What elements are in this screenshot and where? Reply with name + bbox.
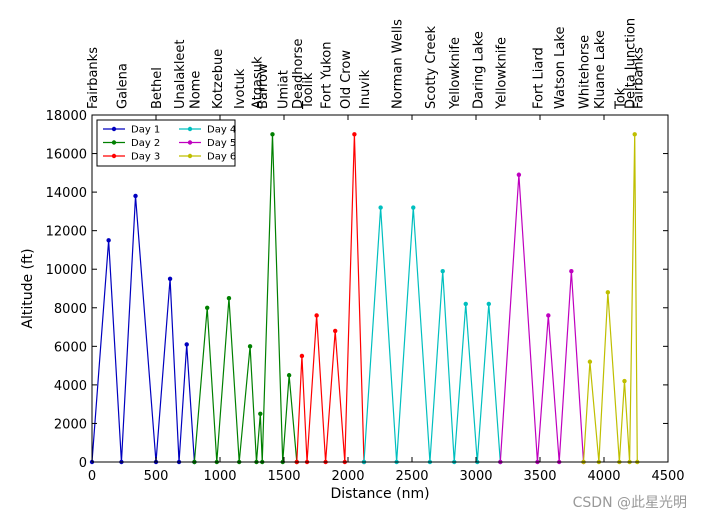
legend: Day 1 Day 2 Day 3 Day 4 Day 5 Day 6 <box>96 119 236 167</box>
y-tick-label: 16000 <box>46 148 87 163</box>
y-axis-label: Altitude (ft) <box>20 248 36 328</box>
y-tick-label: 4000 <box>54 379 87 394</box>
waypoint-label: Nome <box>188 71 203 109</box>
x-tick-label: 2500 <box>395 469 428 484</box>
data-point <box>333 328 338 334</box>
data-point <box>226 295 232 301</box>
waypoint-label: Whitehorse <box>578 35 593 109</box>
waypoint-label: Fort Liard <box>531 47 546 109</box>
waypoint-label: Fairbanks <box>86 47 101 109</box>
x-tick-label: 2000 <box>331 469 364 484</box>
legend-marker <box>187 140 193 145</box>
data-point <box>463 301 468 307</box>
y-tick-label: 2000 <box>54 417 87 432</box>
x-tick-label: 3000 <box>459 469 492 484</box>
watermark: CSDN @此星光明 <box>572 495 687 511</box>
data-point <box>587 359 593 364</box>
waypoint-label: Kotzebue <box>211 49 226 109</box>
x-axis-label: Distance (nm) <box>330 486 429 502</box>
legend-label: Day 6 <box>207 152 236 163</box>
data-point <box>622 378 627 384</box>
waypoint-label: Deadhorse <box>291 38 306 109</box>
x-tick-label: 1000 <box>203 469 236 484</box>
legend-label: Day 2 <box>131 138 160 149</box>
waypoint-label: Inuvik <box>358 69 373 109</box>
data-point <box>258 411 263 417</box>
x-tick-label: 4000 <box>587 469 620 484</box>
data-point <box>546 313 551 318</box>
waypoint-label: Bethel <box>150 67 165 109</box>
series-line-day-6 <box>582 134 638 463</box>
data-point <box>440 268 445 274</box>
data-point <box>299 353 305 359</box>
data-point <box>632 132 637 137</box>
waypoint-label: Yellowknife <box>448 37 463 110</box>
waypoint-label: Daring Lake <box>471 31 486 109</box>
y-tick-label: 10000 <box>46 263 87 278</box>
data-point <box>411 205 416 210</box>
waypoint-label: Kluane Lake <box>593 30 608 109</box>
x-tick-label: 4500 <box>651 469 684 484</box>
data-point <box>133 193 138 199</box>
waypoint-label: Tok <box>613 87 628 110</box>
legend-marker <box>187 153 193 159</box>
x-tick-label: 1500 <box>267 469 300 484</box>
waypoint-label: Ivotuk <box>233 68 248 109</box>
waypoint-label: Old Crow <box>339 50 354 109</box>
legend-label: Day 4 <box>207 125 236 136</box>
y-tick-label: 12000 <box>46 225 87 240</box>
waypoint-label: Umiat <box>277 70 292 109</box>
waypoint-label: Fairbanks <box>631 47 646 109</box>
waypoint-label: Barrow <box>256 63 271 109</box>
x-tick-label: 500 <box>144 469 169 484</box>
waypoint-label: Toolik <box>301 72 316 110</box>
data-point <box>378 205 383 210</box>
waypoint-label: Norman Wells <box>391 19 406 109</box>
data-point <box>247 344 253 349</box>
y-tick-label: 18000 <box>46 109 87 124</box>
y-tick-label: 8000 <box>54 302 87 317</box>
data-point <box>205 305 210 310</box>
data-point <box>270 132 275 137</box>
data-point <box>106 238 111 243</box>
data-point <box>167 276 173 282</box>
series-line-day-5 <box>499 174 585 463</box>
y-tick-label: 0 <box>79 456 87 471</box>
data-point <box>352 132 357 137</box>
data-point <box>286 373 292 378</box>
series-line-day-3 <box>296 134 365 463</box>
x-tick-label: 3500 <box>523 469 556 484</box>
legend-label: Day 5 <box>207 138 236 149</box>
legend-label: Day 3 <box>131 152 160 163</box>
waypoint-label: Watson Lake <box>553 27 568 109</box>
legend-marker <box>187 126 193 132</box>
series-line-day-4 <box>363 207 501 463</box>
waypoint-label: Atqasuk <box>250 56 265 109</box>
data-point <box>184 342 189 347</box>
legend-label: Day 1 <box>131 125 160 136</box>
series-line-day-2 <box>193 134 298 463</box>
waypoint-label: Fort Yukon <box>320 42 335 110</box>
waypoint-label: Delta Junction <box>624 18 639 109</box>
data-point <box>516 172 522 177</box>
y-tick-label: 6000 <box>54 340 87 355</box>
waypoint-label: Unalakleet <box>173 39 188 109</box>
waypoint-label: Yellowknife <box>494 37 509 110</box>
legend-marker <box>111 126 117 132</box>
x-tick-label: 0 <box>88 469 96 484</box>
plot-frame <box>91 114 669 463</box>
series-line-day-1 <box>91 195 195 463</box>
data-point <box>605 290 611 295</box>
data-point <box>569 268 574 274</box>
waypoint-label: Scotty Creek <box>424 25 439 109</box>
waypoint-label: Galena <box>115 63 130 109</box>
data-point <box>486 301 491 307</box>
legend-marker <box>111 153 117 159</box>
y-tick-label: 14000 <box>46 186 87 201</box>
legend-marker <box>111 140 117 145</box>
data-point <box>314 313 319 318</box>
